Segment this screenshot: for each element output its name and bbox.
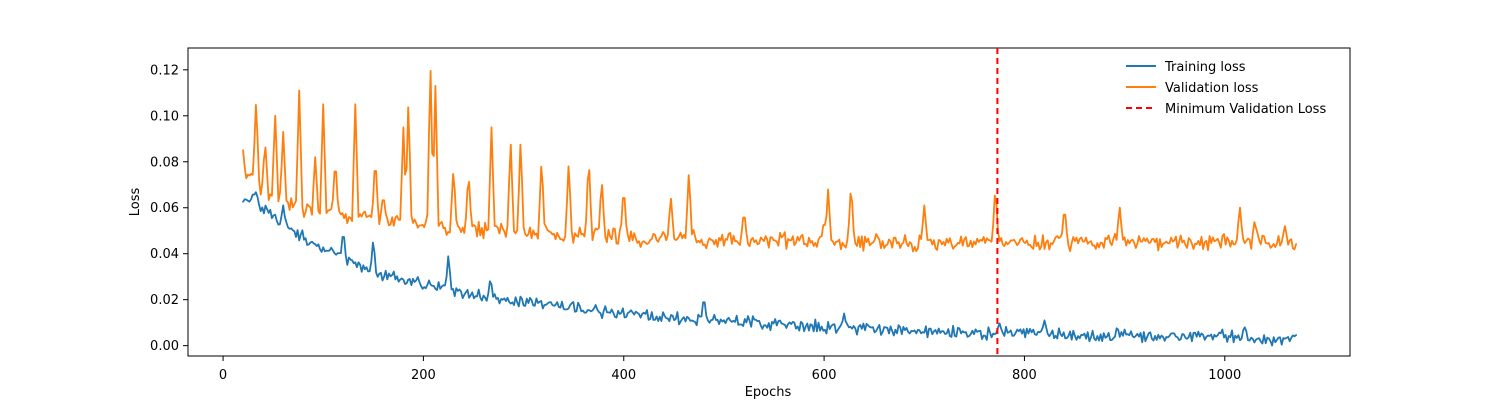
x-axis-label: Epochs xyxy=(745,385,792,400)
plot-area: 0 200 400 600 800 1000 0.000.020.040.060.080.… xyxy=(150,47,1351,383)
validation-loss-line xyxy=(242,70,1297,253)
legend-label: Training loss xyxy=(1164,60,1246,75)
y-tick-label: 0.10 xyxy=(150,109,179,124)
legend-label: Validation loss xyxy=(1165,81,1259,96)
x-tick-label: 0 xyxy=(219,368,227,383)
y-axis-label: Loss xyxy=(128,188,143,217)
series-group xyxy=(242,48,1297,356)
x-ticks: 0 200 400 600 800 1000 xyxy=(219,356,1241,383)
legend-label: Minimum Validation Loss xyxy=(1165,102,1326,117)
x-tick-label: 400 xyxy=(611,368,636,383)
x-tick-label: 800 xyxy=(1012,368,1037,383)
x-tick-label: 1000 xyxy=(1208,368,1241,383)
y-tick-label: 0.04 xyxy=(150,247,179,262)
y-tick-label: 0.02 xyxy=(150,293,179,308)
y-tick-label: 0.08 xyxy=(150,155,179,170)
y-tick-label: 0.06 xyxy=(150,201,179,216)
legend: Training loss Validation loss Minimum Vali… xyxy=(1126,60,1326,117)
x-tick-label: 200 xyxy=(411,368,436,383)
y-tick-label: 0.00 xyxy=(150,339,179,354)
training-loss-line xyxy=(242,191,1297,347)
x-tick-label: 600 xyxy=(812,368,837,383)
y-ticks: 0.00 0.02 0.04 0.06 0.08 0.10 0.12 xyxy=(150,63,188,354)
y-tick-label: 0.12 xyxy=(150,63,179,78)
